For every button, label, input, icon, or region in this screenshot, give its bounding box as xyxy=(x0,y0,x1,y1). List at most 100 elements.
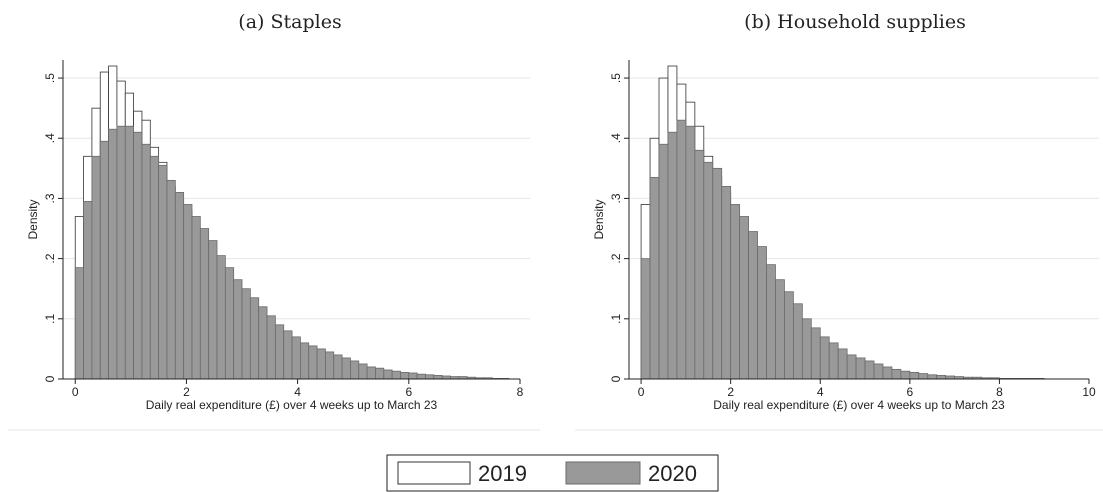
bar xyxy=(658,143,669,380)
bar xyxy=(676,119,687,380)
y-tick-label: .2 xyxy=(43,253,57,263)
bar xyxy=(291,336,301,380)
bar xyxy=(810,327,821,380)
x-tick-label: 10 xyxy=(1082,385,1096,399)
bar xyxy=(375,367,385,380)
y-axis-label: Density xyxy=(26,199,40,239)
bar xyxy=(133,131,143,380)
bar xyxy=(266,315,276,380)
bar xyxy=(712,167,723,380)
bar xyxy=(191,216,201,380)
y-axis-label: Density xyxy=(592,199,606,239)
bar xyxy=(846,354,857,380)
y-tick-label: .5 xyxy=(43,73,57,83)
bar xyxy=(283,330,293,380)
bar xyxy=(141,143,151,380)
bar xyxy=(91,155,101,380)
bar xyxy=(341,357,351,380)
bar xyxy=(775,279,785,380)
bar xyxy=(383,369,393,380)
panel-title: (b) Household supplies xyxy=(744,11,966,33)
bar xyxy=(199,228,210,380)
bar xyxy=(801,318,812,380)
bar xyxy=(792,303,803,380)
legend-swatch xyxy=(397,461,471,485)
y-tick-label: .4 xyxy=(609,133,623,143)
x-tick-label: 4 xyxy=(817,385,824,399)
bar xyxy=(308,345,318,380)
bar xyxy=(730,204,741,380)
bar xyxy=(425,374,435,380)
bar xyxy=(116,125,126,380)
bar xyxy=(855,357,866,380)
bar xyxy=(882,366,893,380)
bar xyxy=(433,374,443,380)
y-tick-label: .3 xyxy=(609,193,623,203)
y-tick-label: 0 xyxy=(609,375,623,382)
y-tick-label: .2 xyxy=(609,253,623,263)
bar xyxy=(640,258,651,380)
bar xyxy=(766,264,776,380)
bar xyxy=(927,374,938,380)
bar xyxy=(748,231,758,380)
x-axis-label: Daily real expenditure (£) over 4 weeks … xyxy=(146,398,438,412)
bar xyxy=(685,125,696,380)
bar xyxy=(316,348,326,380)
bar xyxy=(819,336,830,380)
y-tick-label: 0 xyxy=(43,375,57,382)
bar xyxy=(739,216,749,380)
bar xyxy=(416,373,426,380)
bar xyxy=(83,201,93,380)
bar xyxy=(918,373,929,380)
x-tick-label: 8 xyxy=(517,385,524,399)
x-tick-label: 8 xyxy=(996,385,1003,399)
bar xyxy=(784,291,794,380)
bar xyxy=(166,179,176,380)
bar xyxy=(694,149,705,380)
y-tick-label: .1 xyxy=(609,313,623,323)
y-tick-label: .1 xyxy=(43,313,57,323)
bar xyxy=(108,128,118,380)
panel-title: (a) Staples xyxy=(238,11,341,33)
bar xyxy=(158,164,168,380)
bar xyxy=(936,374,947,380)
y-tick-label: .4 xyxy=(43,133,57,143)
bar xyxy=(837,348,848,380)
bar xyxy=(274,324,285,380)
bar xyxy=(400,371,410,380)
bar xyxy=(299,342,310,380)
bar xyxy=(183,204,193,380)
x-tick-label: 2 xyxy=(727,385,734,399)
x-tick-label: 0 xyxy=(72,385,79,399)
bar xyxy=(241,288,251,380)
bar xyxy=(909,371,920,380)
bar xyxy=(124,125,135,380)
bar xyxy=(900,370,911,380)
y-tick-label: .3 xyxy=(43,193,57,203)
legend-swatch xyxy=(565,461,641,485)
bar xyxy=(233,279,243,380)
x-axis-label: Daily real expenditure (£) over 4 weeks … xyxy=(713,398,1005,412)
bar xyxy=(224,267,235,380)
bar xyxy=(891,368,902,380)
bar xyxy=(366,366,376,380)
bar xyxy=(249,297,260,380)
bar xyxy=(74,267,84,380)
bar xyxy=(358,363,368,380)
bar xyxy=(333,354,343,380)
bar xyxy=(350,360,360,380)
x-tick-label: 6 xyxy=(906,385,913,399)
bar xyxy=(828,342,839,380)
bar xyxy=(149,155,160,380)
bar xyxy=(391,370,401,380)
bar xyxy=(703,161,714,380)
bar xyxy=(216,255,226,380)
x-tick-label: 4 xyxy=(294,385,301,399)
x-tick-label: 0 xyxy=(638,385,645,399)
legend-label: 2020 xyxy=(648,461,697,486)
y-tick-label: .5 xyxy=(609,73,623,83)
bar xyxy=(757,246,767,380)
bar xyxy=(99,140,109,380)
bar xyxy=(325,351,335,380)
